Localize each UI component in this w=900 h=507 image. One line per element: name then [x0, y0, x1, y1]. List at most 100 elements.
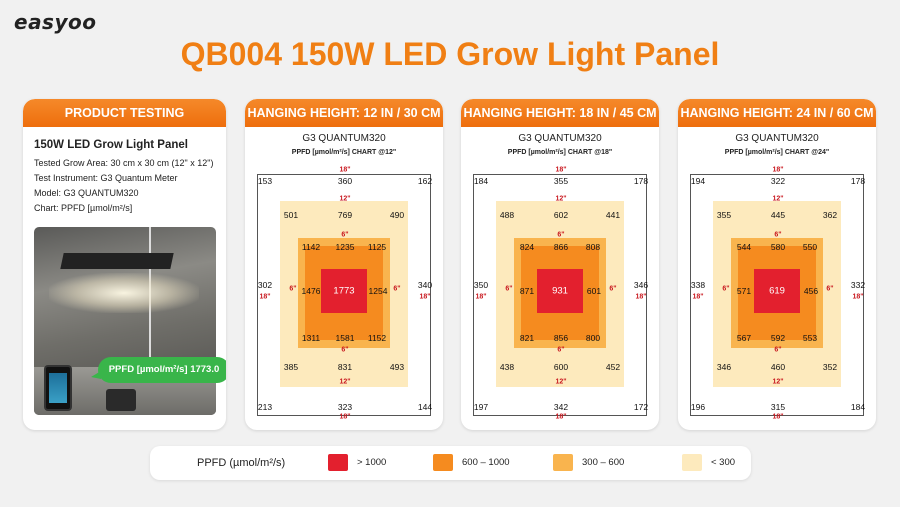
legend-swatch-300-600: [553, 454, 573, 471]
info-chart: Chart: PPFD [µmol/m²/s]: [34, 203, 133, 213]
ppfd-value-outer: 197: [473, 402, 489, 412]
ppfd-value-outer: 153: [257, 176, 273, 186]
product-heading: 150W LED Grow Light Panel: [34, 139, 188, 151]
ppfd-callout: PPFD [µmol/m²/s] 1773.0: [91, 357, 226, 383]
ppfd-value-outer: 184: [850, 402, 866, 412]
dimension-label: 12": [339, 378, 351, 386]
dimension-label: 6": [505, 285, 513, 293]
ppfd-value-6in: 1235: [335, 242, 355, 252]
ppfd-value-outer: 172: [633, 402, 649, 412]
ppfd-value-outer: 194: [690, 176, 706, 186]
ppfd-chart-card: HANGING HEIGHT: 24 IN / 60 CM G3 QUANTUM3…: [678, 99, 876, 430]
ppfd-value-6in: 1142: [301, 242, 321, 252]
ppfd-value-6in: 571: [736, 286, 752, 296]
legend-label-600-1000: 600 – 1000: [462, 457, 510, 468]
ppfd-value-12in: 501: [283, 210, 299, 220]
ppfd-value-6in: 871: [519, 286, 535, 296]
dimension-label: 6": [393, 285, 401, 293]
photo-quantum-meter: [106, 389, 136, 411]
zone-outer-boundary: [257, 174, 431, 416]
ppfd-value-outer: 184: [473, 176, 489, 186]
dimension-label: 6": [557, 231, 565, 239]
hanging-height-header: HANGING HEIGHT: 18 IN / 45 CM: [461, 99, 659, 127]
dimension-label: 6": [341, 346, 349, 354]
hanging-height-header: HANGING HEIGHT: 12 IN / 30 CM: [245, 99, 443, 127]
ppfd-value-outer: 342: [553, 402, 569, 412]
dimension-label: 18": [772, 413, 784, 421]
chart-subtitle: PPFD [µmol/m²/s] CHART @24": [724, 149, 830, 156]
chart-subtitle: PPFD [µmol/m²/s] CHART @12": [291, 149, 397, 156]
ppfd-value-6in: 821: [519, 333, 535, 343]
ppfd-value-center: 619: [769, 285, 785, 297]
ppfd-value-6in: 1311: [301, 333, 321, 343]
dimension-label: 6": [722, 285, 730, 293]
info-model: Model: G3 QUANTUM320: [34, 188, 139, 198]
legend-swatch-lt300: [682, 454, 702, 471]
ppfd-value-12in: 769: [337, 210, 353, 220]
zone-gt1000: [537, 269, 583, 313]
ppfd-value-6in: 1476: [301, 286, 321, 296]
legend-swatch-gt1000: [328, 454, 348, 471]
legend-label-300-600: 300 – 600: [582, 457, 625, 468]
dimension-label: 18": [692, 293, 704, 301]
ppfd-value-outer: 360: [337, 176, 353, 186]
ppfd-value-6in: 1152: [367, 333, 387, 343]
ppfd-value-outer: 178: [850, 176, 866, 186]
ppfd-value-outer: 355: [553, 176, 569, 186]
ppfd-value-outer: 315: [770, 402, 786, 412]
ppfd-value-outer: 340: [417, 280, 433, 290]
zone-outer-boundary: [690, 174, 864, 416]
ppfd-value-6in: 1254: [368, 286, 388, 296]
dimension-label: 6": [557, 346, 565, 354]
ppfd-value-outer: 338: [690, 280, 706, 290]
ppfd-value-12in: 362: [822, 210, 838, 220]
ppfd-value-6in: 580: [770, 242, 786, 252]
ppfd-value-6in: 456: [803, 286, 819, 296]
ppfd-value-outer: 332: [850, 280, 866, 290]
dimension-label: 12": [555, 378, 567, 386]
dimension-label: 18": [852, 293, 864, 301]
ppfd-value-center: 1773: [333, 285, 355, 297]
ppfd-value-12in: 460: [770, 362, 786, 372]
dimension-label: 6": [289, 285, 297, 293]
ppfd-value-outer: 322: [770, 176, 786, 186]
ppfd-value-12in: 441: [605, 210, 621, 220]
ppfd-value-6in: 1125: [367, 242, 387, 252]
ppfd-value-6in: 866: [553, 242, 569, 252]
chart-model: G3 QUANTUM320: [735, 133, 819, 144]
test-photo: [34, 227, 216, 415]
chart-model: G3 QUANTUM320: [518, 133, 602, 144]
legend-title: PPFD (µmol/m²/s): [197, 457, 286, 469]
dimension-label: 6": [826, 285, 834, 293]
dimension-label: 12": [772, 195, 784, 203]
dimension-label: 12": [339, 195, 351, 203]
zone-outer-boundary: [473, 174, 647, 416]
dimension-label: 18": [555, 413, 567, 421]
photo-light-glow: [49, 273, 199, 313]
brand-logo: easyoo: [14, 10, 97, 34]
ppfd-value-12in: 355: [716, 210, 732, 220]
ppfd-value-12in: 438: [499, 362, 515, 372]
ppfd-value-center: 931: [552, 285, 568, 297]
ppfd-chart-card: HANGING HEIGHT: 12 IN / 30 CM G3 QUANTUM3…: [245, 99, 443, 430]
ppfd-value-outer: 346: [633, 280, 649, 290]
ppfd-value-6in: 567: [736, 333, 752, 343]
ppfd-value-12in: 346: [716, 362, 732, 372]
photo-phone: [44, 365, 72, 411]
ppfd-value-12in: 602: [553, 210, 569, 220]
product-testing-header: PRODUCT TESTING: [23, 99, 226, 127]
ppfd-value-outer: 196: [690, 402, 706, 412]
ppfd-value-12in: 493: [389, 362, 405, 372]
dimension-label: 6": [341, 231, 349, 239]
page-title: QB004 150W LED Grow Light Panel: [180, 36, 720, 72]
ppfd-value-12in: 490: [389, 210, 405, 220]
ppfd-value-12in: 452: [605, 362, 621, 372]
chart-subtitle: PPFD [µmol/m²/s] CHART @18": [507, 149, 613, 156]
dimension-label: 6": [774, 346, 782, 354]
ppfd-value-outer: 350: [473, 280, 489, 290]
info-grow-area: Tested Grow Area: 30 cm x 30 cm (12" x 1…: [34, 158, 214, 168]
dimension-label: 6": [609, 285, 617, 293]
chart-model: G3 QUANTUM320: [302, 133, 386, 144]
zone-gt1000: [754, 269, 800, 313]
ppfd-value-6in: 1581: [335, 333, 355, 343]
